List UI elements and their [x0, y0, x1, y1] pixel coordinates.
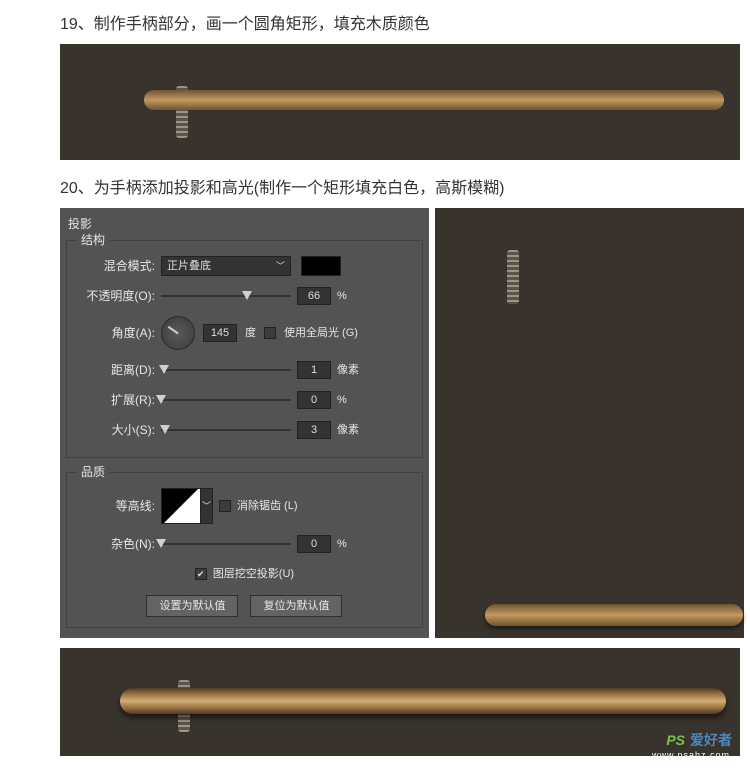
contour-dropdown-icon[interactable]: ﹀	[201, 488, 213, 524]
structure-group-title: 结构	[77, 234, 109, 246]
contour-picker[interactable]	[161, 488, 201, 524]
noise-input[interactable]: 0	[297, 535, 331, 553]
size-slider[interactable]	[161, 422, 291, 438]
angle-dial[interactable]	[161, 316, 195, 350]
global-light-label: 使用全局光 (G)	[284, 328, 358, 339]
slider-thumb[interactable]	[156, 395, 166, 404]
opacity-slider[interactable]	[161, 288, 291, 304]
global-light-checkbox[interactable]	[264, 327, 276, 339]
opacity-label: 不透明度(O):	[75, 290, 155, 302]
slider-thumb[interactable]	[156, 539, 166, 548]
slider-track	[161, 295, 291, 297]
wooden-handle-shadow	[485, 604, 743, 626]
opacity-unit: %	[337, 291, 347, 302]
watermark-url: www.psahz.com	[652, 750, 730, 760]
distance-unit: 像素	[337, 365, 359, 376]
spread-unit: %	[337, 395, 347, 406]
blend-mode-label: 混合模式:	[75, 260, 155, 272]
size-input[interactable]: 3	[297, 421, 331, 439]
antialias-label: 消除锯齿 (L)	[237, 501, 298, 512]
blend-mode-select[interactable]: 正片叠底 ﹀	[161, 256, 291, 276]
panel-title: 投影	[60, 214, 429, 232]
watermark-ps: PS	[666, 732, 685, 748]
size-unit: 像素	[337, 425, 359, 436]
noise-slider[interactable]	[161, 536, 291, 552]
size-label: 大小(S):	[75, 424, 155, 436]
wooden-handle-final	[120, 688, 726, 714]
blend-mode-value: 正片叠底	[167, 261, 211, 272]
step-20-title: 20、为手柄添加投影和高光(制作一个矩形填充白色，高斯模糊)	[60, 174, 744, 198]
noise-label: 杂色(N):	[75, 538, 155, 550]
canvas-result-full: PS 爱好者 www.psahz.com	[60, 648, 740, 756]
ferrule-texture	[507, 250, 519, 304]
chevron-down-icon: ﹀	[276, 262, 285, 271]
knockout-checkbox[interactable]	[195, 568, 207, 580]
quality-group-title: 品质	[77, 466, 109, 478]
antialias-checkbox[interactable]	[219, 500, 231, 512]
shadow-color-swatch[interactable]	[301, 256, 341, 276]
angle-input[interactable]: 145	[203, 324, 237, 342]
watermark-cn: 爱好者	[690, 730, 732, 750]
contour-label: 等高线:	[75, 500, 155, 512]
spread-label: 扩展(R):	[75, 394, 155, 406]
canvas-step-20-result	[435, 208, 744, 638]
knockout-label: 图层挖空投影(U)	[213, 569, 294, 580]
spread-slider[interactable]	[161, 392, 291, 408]
spread-input[interactable]: 0	[297, 391, 331, 409]
distance-label: 距离(D):	[75, 364, 155, 376]
make-default-button[interactable]: 设置为默认值	[146, 595, 238, 617]
reset-default-button[interactable]: 复位为默认值	[250, 595, 342, 617]
slider-thumb[interactable]	[242, 291, 252, 300]
opacity-input[interactable]: 66	[297, 287, 331, 305]
canvas-step-19	[60, 44, 740, 160]
angle-unit: 度	[245, 328, 256, 339]
wooden-handle	[144, 90, 724, 110]
distance-input[interactable]: 1	[297, 361, 331, 379]
slider-thumb[interactable]	[159, 365, 169, 374]
drop-shadow-panel: 投影 结构 混合模式: 正片叠底 ﹀ 不透明度(O):	[60, 208, 429, 638]
step-19-title: 19、制作手柄部分，画一个圆角矩形，填充木质颜色	[60, 10, 744, 34]
angle-label: 角度(A):	[75, 327, 155, 339]
watermark: PS 爱好者	[666, 730, 732, 750]
noise-unit: %	[337, 539, 347, 550]
distance-slider[interactable]	[161, 362, 291, 378]
slider-thumb[interactable]	[160, 425, 170, 434]
